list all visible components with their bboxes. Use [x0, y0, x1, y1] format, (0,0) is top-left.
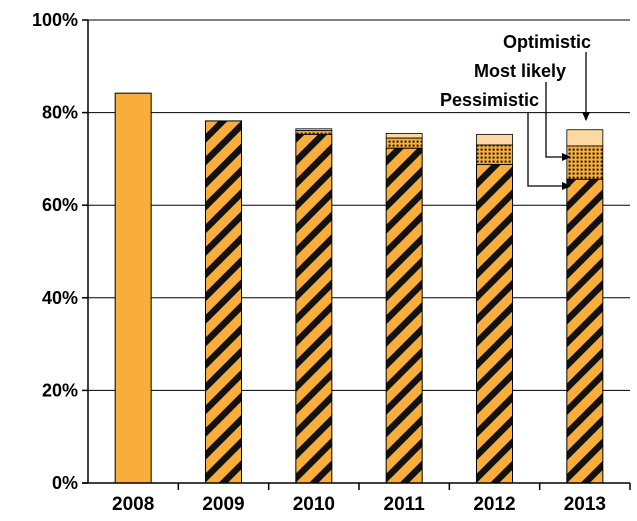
y-tick-label: 0% — [52, 473, 78, 493]
x-tick-label-2012: 2012 — [473, 494, 515, 515]
bar-most-likely-2012 — [476, 144, 513, 165]
y-tick-label: 20% — [42, 380, 78, 400]
x-tick-labels: 2008 2009 2010 2011 2012 2013 — [112, 494, 606, 515]
bar-pessimistic-2010 — [295, 133, 333, 484]
bar-actual-2008 — [114, 92, 152, 484]
arrow-most-likely — [545, 82, 571, 161]
y-tick-label: 80% — [42, 103, 78, 123]
y-tick-label: 100% — [32, 10, 78, 30]
bar-optimistic-2012 — [476, 133, 513, 146]
bar-pessimistic-2011 — [385, 147, 423, 484]
y-tick-label: 60% — [42, 195, 78, 215]
y-tick-labels: 0% 20% 40% 60% 80% 100% — [32, 10, 78, 493]
x-tick-label-2010: 2010 — [293, 494, 335, 515]
annotation-pessimistic: Pessimistic — [440, 90, 539, 110]
bar-most-likely-2011 — [385, 137, 423, 149]
bar-most-likely-2010 — [295, 130, 333, 135]
y-tick-label: 40% — [42, 288, 78, 308]
bar-pessimistic-2012 — [476, 163, 513, 484]
bar-most-likely-2013 — [566, 145, 604, 180]
x-tick-label-2009: 2009 — [202, 494, 244, 515]
bars — [114, 92, 604, 484]
bar-pessimistic-2013 — [566, 178, 604, 484]
axes — [82, 20, 630, 484]
bar-optimistic-2013 — [566, 129, 604, 147]
gridlines — [82, 19, 631, 490]
bar-pessimistic-2009 — [205, 120, 242, 484]
x-tick-label-2013: 2013 — [564, 494, 606, 515]
scenario-annotations: Optimistic Most likely Pessimistic — [440, 32, 591, 190]
bar-optimistic-2011 — [385, 133, 423, 139]
annotation-most-likely: Most likely — [474, 61, 566, 81]
x-tick-label-2011: 2011 — [384, 494, 426, 515]
arrow-pessimistic — [527, 112, 571, 190]
annotation-optimistic: Optimistic — [503, 32, 591, 52]
x-tick-label-2008: 2008 — [112, 494, 154, 515]
